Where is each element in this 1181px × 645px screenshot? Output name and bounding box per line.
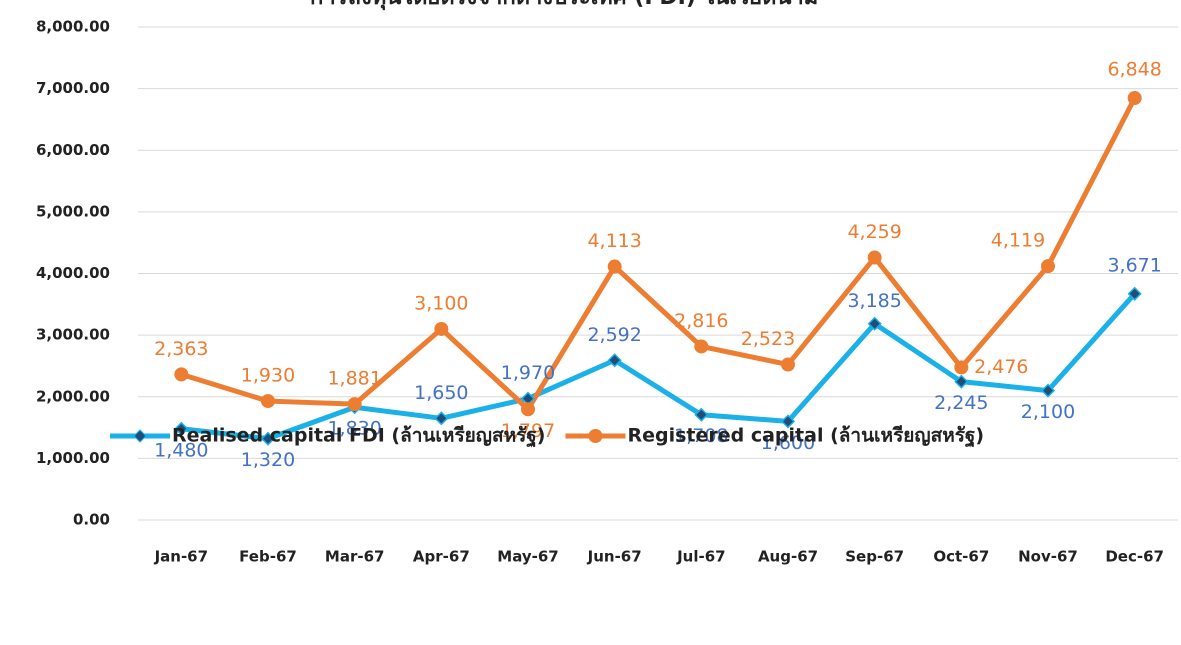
y-tick-label: 5,000.00	[36, 202, 110, 220]
data-label: 2,592	[587, 324, 641, 346]
point	[694, 339, 709, 354]
data-label: 4,119	[991, 230, 1045, 252]
data-label: 4,259	[847, 221, 901, 243]
y-tick-label: 7,000.00	[36, 79, 110, 97]
point	[1040, 383, 1056, 398]
x-tick-label: Jun-67	[587, 548, 642, 566]
x-tick-label: Jan-67	[154, 548, 208, 566]
data-label: 1,480	[154, 439, 208, 461]
point	[954, 374, 969, 389]
series-line	[180, 96, 1137, 412]
chart-title: การลงทุนโดยตรงจากต่างประเทศ (FDI) ในเวีย…	[310, 0, 818, 11]
point	[260, 431, 276, 446]
point	[781, 357, 795, 372]
y-tick-label: 4,000.00	[36, 264, 110, 282]
point	[434, 321, 449, 336]
data-label: 2,523	[741, 328, 795, 350]
x-tick-label: Dec-67	[1105, 548, 1164, 566]
data-label: 2,476	[974, 356, 1028, 378]
data-label: 6,848	[1107, 58, 1161, 80]
x-tick-label: Feb-67	[239, 548, 297, 566]
legend-label: Realised capital FDI (ล้านเหรียญสหรัฐ)	[172, 425, 545, 449]
x-tick-label: Apr-67	[413, 548, 470, 566]
point	[347, 397, 362, 412]
y-tick-label: 0.00	[73, 511, 110, 529]
x-tick-label: Sep-67	[845, 548, 904, 566]
data-label: 2,816	[674, 310, 728, 332]
data-label: 2,100	[1021, 401, 1075, 423]
data-label: 4,113	[587, 230, 641, 252]
y-tick-label: 1,000.00	[36, 449, 110, 467]
x-tick-label: Oct-67	[933, 548, 989, 566]
point	[174, 421, 189, 436]
series-line	[181, 292, 1137, 442]
point	[174, 367, 189, 382]
point	[261, 394, 275, 409]
point	[867, 250, 882, 265]
data-label: 3,185	[847, 290, 901, 312]
legend-marker	[588, 429, 603, 443]
point	[867, 316, 882, 331]
x-tick-label: Mar-67	[325, 548, 385, 566]
data-label: 3,100	[414, 292, 468, 314]
legend-label: Registered capital (ล้านเหรียญสหรัฐ)	[627, 425, 984, 449]
point	[521, 402, 535, 417]
y-tick-label: 6,000.00	[36, 141, 110, 159]
data-label: 1,830	[327, 418, 381, 440]
point	[607, 353, 622, 368]
data-label: 1,970	[501, 362, 555, 384]
data-label: 1,797	[501, 420, 555, 442]
y-tick-label: 8,000.00	[36, 18, 110, 36]
x-tick-label: Aug-67	[758, 548, 818, 566]
data-label: 2,363	[154, 338, 208, 360]
data-label: 1,650	[414, 382, 468, 404]
point	[780, 414, 796, 429]
y-tick-label: 2,000.00	[36, 387, 110, 405]
point	[1041, 259, 1055, 274]
data-label: 2,245	[934, 392, 988, 414]
x-tick-label: May-67	[497, 548, 558, 566]
x-tick-label: Jul-67	[676, 548, 726, 566]
data-label: 1,708	[674, 425, 728, 447]
data-label: 1,320	[241, 449, 295, 471]
point	[1127, 90, 1142, 105]
point	[954, 360, 969, 375]
data-label: 1,930	[241, 365, 295, 387]
data-label: 1,881	[327, 368, 381, 390]
data-label: 1,600	[761, 432, 815, 454]
point	[694, 407, 709, 422]
point	[1127, 286, 1142, 301]
point	[434, 411, 449, 426]
point	[607, 259, 622, 274]
y-tick-label: 3,000.00	[36, 326, 110, 344]
legend-marker	[133, 429, 147, 443]
x-tick-label: Nov-67	[1018, 548, 1078, 566]
data-label: 3,671	[1107, 254, 1161, 276]
